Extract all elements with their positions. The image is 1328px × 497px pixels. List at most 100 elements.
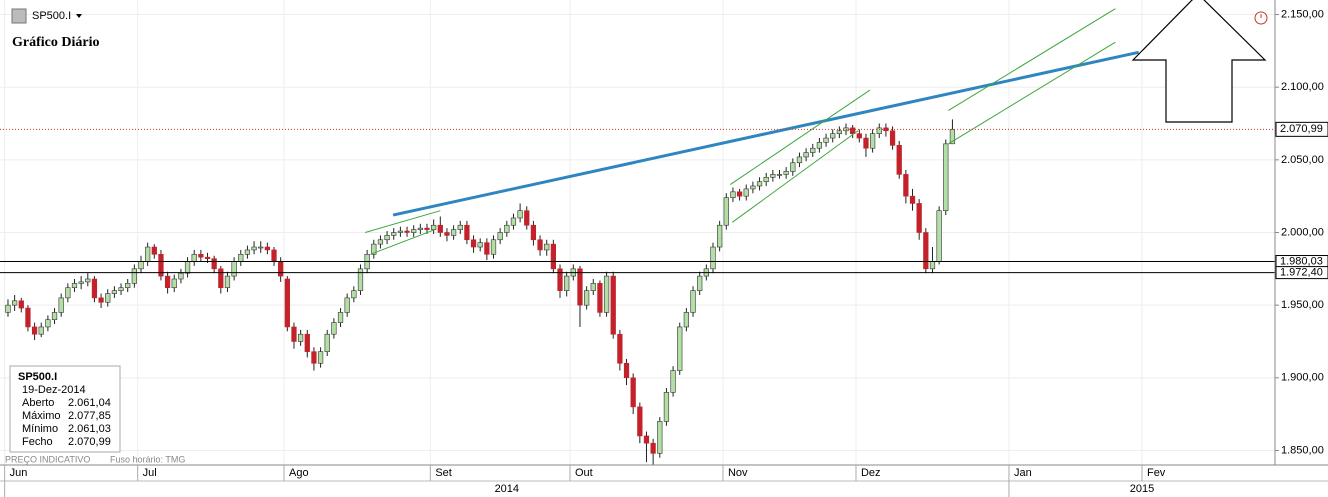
candle-body — [730, 191, 736, 198]
x-tick-label: Fev — [1147, 467, 1166, 479]
candle-body — [424, 227, 430, 230]
trend-line — [948, 8, 1116, 111]
candle-body — [830, 133, 836, 139]
candle-body — [444, 232, 450, 236]
candle-body — [391, 232, 397, 236]
candle-body — [5, 304, 11, 313]
candle-body — [630, 377, 636, 408]
candle-body — [637, 406, 643, 437]
candle-body — [51, 312, 58, 320]
candle-body — [457, 224, 463, 230]
level-label: 1.972,40 — [1280, 267, 1323, 279]
candle-body — [723, 197, 729, 226]
candle-body — [610, 275, 616, 335]
candle-body — [564, 275, 570, 291]
candle-body — [58, 297, 64, 313]
candle-body — [271, 249, 277, 262]
candle-body — [484, 242, 490, 255]
trend-line — [370, 229, 436, 255]
candle-body — [909, 195, 916, 204]
candle-body — [710, 246, 716, 270]
candle-body — [557, 268, 563, 291]
symbol-icon[interactable] — [11, 8, 27, 24]
candle-body — [91, 278, 98, 299]
candle-body — [736, 191, 743, 197]
y-tick-label: 1.950,00 — [1281, 299, 1324, 311]
candle-body — [524, 210, 530, 226]
candle-body — [377, 239, 384, 245]
trend-line — [730, 89, 871, 185]
candle-body — [404, 230, 410, 233]
candle-body — [823, 137, 829, 143]
candle-body — [943, 143, 949, 212]
candle-body — [431, 224, 437, 230]
candle-body — [623, 362, 630, 379]
x-tick-label: Ago — [289, 467, 309, 479]
candle-body — [397, 230, 404, 233]
symbol[interactable]: SP500.I — [32, 10, 71, 22]
candle-body — [517, 210, 523, 219]
candle-body — [31, 326, 38, 335]
candle-body — [198, 253, 204, 258]
candle-body — [304, 333, 310, 352]
candle-body — [65, 287, 71, 299]
candle-body — [590, 283, 596, 291]
candle-body — [690, 290, 696, 313]
candle-body — [244, 249, 251, 255]
candle-body — [577, 268, 583, 306]
y-tick-label: 1.900,00 — [1281, 372, 1324, 384]
candle-body — [869, 133, 876, 149]
candle-body — [331, 322, 337, 335]
footer: PREÇO INDICATIVO — [5, 454, 90, 464]
candle-body — [204, 256, 211, 259]
candle-body — [71, 283, 78, 289]
candle-body — [583, 290, 590, 306]
timezone: Fuso horário: TMG — [110, 454, 185, 464]
candle-body — [510, 217, 517, 226]
candle-body — [929, 261, 936, 270]
candle-body — [211, 258, 217, 270]
arrow-shape — [1131, 0, 1267, 123]
candle-body — [151, 246, 157, 255]
candle-body — [437, 224, 443, 233]
candle-body — [231, 261, 237, 277]
candle-body — [470, 239, 477, 248]
info-value: 2.077,85 — [68, 410, 111, 422]
candle-body — [417, 227, 423, 230]
candle-body — [384, 235, 390, 241]
candle-body — [98, 297, 104, 303]
candle-body — [763, 176, 769, 182]
candle-body — [796, 156, 803, 164]
y-tick-label: 2.000,00 — [1281, 226, 1324, 238]
x-tick-label: Out — [575, 467, 593, 479]
info-label: Mínimo — [22, 423, 58, 435]
trend-line — [392, 50, 1139, 217]
candle-body — [264, 246, 270, 251]
candle-body — [138, 261, 144, 270]
level-label: 1.980,03 — [1280, 255, 1323, 267]
candle-body — [816, 142, 823, 149]
year-label: 2014 — [495, 483, 519, 495]
candle-body — [450, 229, 457, 236]
candle-body — [278, 261, 284, 277]
last-price-box — [1275, 121, 1328, 137]
x-tick-label: Jan — [1014, 467, 1032, 479]
year-label: 2015 — [1130, 483, 1154, 495]
trend-line — [731, 130, 859, 223]
x-tick-label: Set — [435, 467, 452, 479]
candle-body — [145, 246, 151, 262]
candle-body — [743, 188, 749, 197]
candle-body — [856, 133, 862, 139]
candle-body — [550, 243, 556, 270]
candle-body — [923, 232, 929, 270]
y-tick-label: 2.150,00 — [1281, 8, 1324, 20]
x-tick-label: Jun — [10, 467, 28, 479]
candle-body — [643, 435, 650, 444]
dropdown-arrow[interactable] — [76, 14, 82, 18]
candle-body — [803, 152, 809, 158]
candle-body — [224, 275, 231, 289]
x-tick-label: Jul — [143, 467, 157, 479]
candle-body — [284, 278, 290, 328]
